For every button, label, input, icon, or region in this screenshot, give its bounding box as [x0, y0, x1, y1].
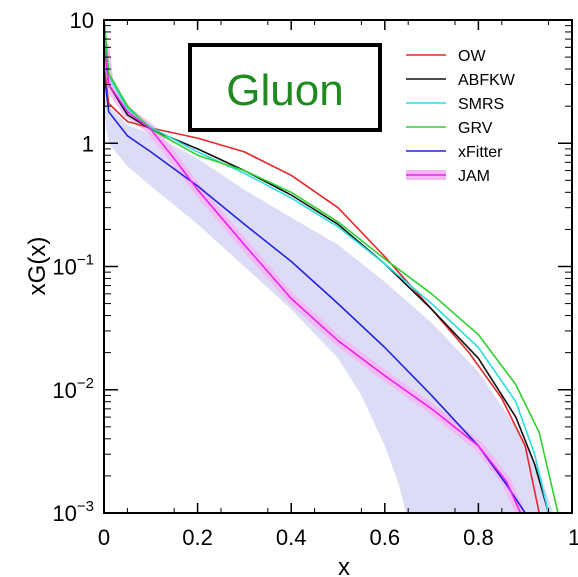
title-box: [188, 43, 382, 132]
legend-label-smrs: SMRS: [458, 96, 504, 113]
x-tick-label: 0.8: [463, 525, 494, 550]
x-tick-label: 1: [568, 525, 578, 550]
legend-label-ow: OW: [458, 48, 486, 65]
series-line-smrs: [104, 31, 550, 513]
y-tick-label: 10−3: [52, 498, 94, 526]
legend-label-xfitter: xFitter: [458, 144, 503, 161]
x-tick-labels: 0 0.2 0.4 0.6 0.8 1: [98, 525, 578, 550]
series-line-jam: [104, 47, 522, 513]
x-tick-label: 0.6: [370, 525, 401, 550]
legend-label-grv: GRV: [458, 120, 493, 137]
series-line-ow: [104, 68, 540, 513]
chart-title: Gluon: [226, 66, 343, 115]
y-tick-label: 10: [70, 8, 94, 33]
series-line-abfkw: [104, 47, 550, 513]
series-lines: [104, 22, 559, 513]
x-tick-label: 0.4: [276, 525, 307, 550]
y-tick-labels: 10 1 10−1 10−2 10−3: [52, 8, 94, 526]
x-tick-label: 0: [98, 525, 110, 550]
series-line-grv: [104, 22, 559, 513]
y-tick-label: 10−1: [52, 252, 94, 280]
y-tick-label: 10−2: [52, 375, 94, 403]
legend-label-jam: JAM: [458, 168, 490, 185]
legend-label-abfkw: ABFKW: [458, 72, 516, 89]
legend: OW ABFKW SMRS GRV xFitter JAM: [406, 48, 516, 185]
y-tick-label: 1: [82, 131, 94, 156]
axis-ticks: [103, 19, 573, 514]
x-axis-title: x: [338, 554, 350, 577]
x-tick-label: 0.2: [182, 525, 213, 550]
y-axis-title: xG(x): [24, 237, 51, 296]
